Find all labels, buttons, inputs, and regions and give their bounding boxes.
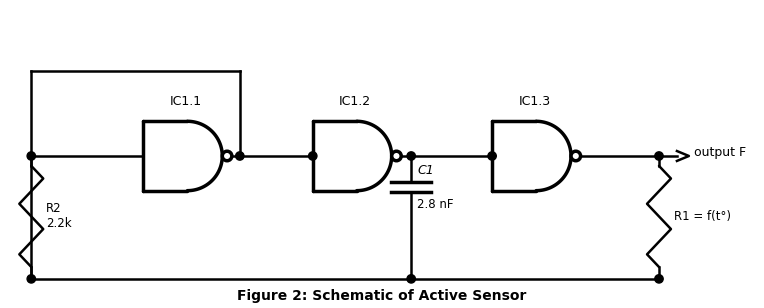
Text: output F: output F <box>694 145 746 159</box>
Text: 2.8 nF: 2.8 nF <box>417 198 454 211</box>
Circle shape <box>27 275 35 283</box>
Text: R2
2.2k: R2 2.2k <box>47 202 72 230</box>
Circle shape <box>27 152 35 160</box>
Text: IC1.3: IC1.3 <box>519 95 551 108</box>
Circle shape <box>655 275 663 283</box>
Circle shape <box>407 152 416 160</box>
Text: IC1.1: IC1.1 <box>170 95 202 108</box>
Circle shape <box>392 151 401 161</box>
Circle shape <box>222 151 231 161</box>
Text: R1 = f(t°): R1 = f(t°) <box>674 210 731 223</box>
Circle shape <box>407 275 416 283</box>
Text: C1: C1 <box>417 164 434 177</box>
Text: IC1.2: IC1.2 <box>339 95 371 108</box>
Circle shape <box>571 151 581 161</box>
Circle shape <box>235 152 244 160</box>
Circle shape <box>488 152 497 160</box>
Text: Figure 2: Schematic of Active Sensor: Figure 2: Schematic of Active Sensor <box>238 289 526 303</box>
Circle shape <box>309 152 317 160</box>
Circle shape <box>655 152 663 160</box>
